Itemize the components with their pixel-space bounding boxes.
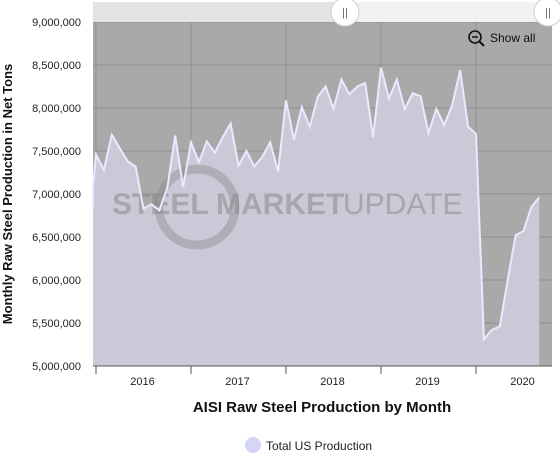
y-axis-ticks: 5,000,000 5,500,000 6,000,000 6,500,000 7,00… — [32, 17, 81, 373]
steel-market-update-watermark: STEEL MARKET UPDATE — [112, 164, 462, 250]
navigator-handle-right-grip: || — [545, 7, 551, 19]
x-tick-label: 2020 — [510, 376, 534, 388]
production-line — [92, 67, 541, 342]
y-tick-label: 8,000,000 — [32, 103, 81, 115]
x-axis-label: AISI Raw Steel Production by Month — [193, 399, 451, 416]
zoom-out-icon — [468, 30, 485, 47]
show-all-label: Show all — [490, 31, 535, 45]
navigator-handle-left[interactable] — [330, 0, 360, 27]
navigator-scrollbar[interactable]: || || — [93, 0, 560, 27]
y-axis-label: Monthly Raw Steel Production in Net Tons — [0, 64, 15, 325]
watermark-circle — [154, 164, 240, 250]
watermark-update: UPDATE — [343, 188, 462, 221]
x-tick-label: 2019 — [415, 376, 439, 388]
y-tick-label: 5,500,000 — [32, 318, 81, 330]
x-tick-label: 2017 — [225, 376, 249, 388]
navigator-selection[interactable] — [345, 2, 552, 22]
show-all-button[interactable]: Show all — [464, 27, 546, 49]
watermark-market: MARKET — [216, 188, 344, 221]
legend-marker[interactable] — [245, 437, 261, 453]
y-tick-label: 8,500,000 — [32, 60, 81, 72]
legend-label[interactable]: Total US Production — [266, 439, 372, 453]
legend[interactable]: Total US Production — [245, 437, 372, 453]
production-area — [93, 67, 540, 366]
y-tick-label: 7,000,000 — [32, 189, 81, 201]
x-axis-ticks: 2016 2017 2018 2019 2020 — [95, 366, 535, 388]
navigator-handle-right[interactable] — [533, 0, 560, 27]
x-tick-label: 2018 — [320, 376, 344, 388]
y-tick-label: 5,000,000 — [32, 361, 81, 373]
x-tick-label: 2016 — [130, 376, 154, 388]
y-tick-label: 6,500,000 — [32, 232, 81, 244]
navigator-handle-left-grip: || — [342, 7, 348, 19]
y-tick-label: 9,000,000 — [32, 17, 81, 29]
y-tick-label: 7,500,000 — [32, 146, 81, 158]
y-tick-label: 6,000,000 — [32, 275, 81, 287]
